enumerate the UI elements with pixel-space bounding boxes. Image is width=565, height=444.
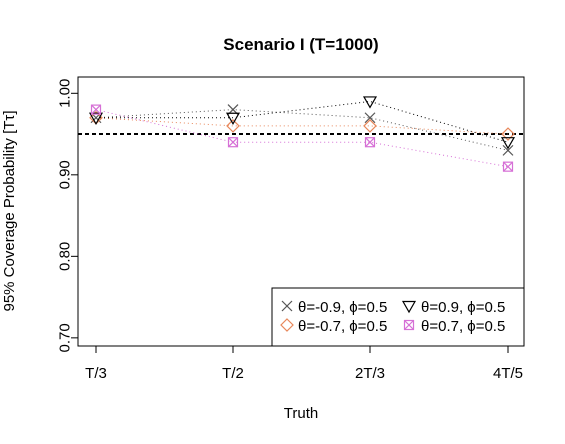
series-4-point — [227, 137, 239, 148]
series-line-4 — [95, 109, 509, 168]
legend-marker — [280, 318, 294, 332]
series-4-point — [502, 161, 514, 172]
chart-title: Scenario I (T=1000) — [223, 35, 378, 54]
legend-label: θ=0.7, ϕ=0.5 — [421, 318, 505, 335]
series-3-point — [362, 96, 378, 109]
series-3-point — [88, 112, 104, 125]
legend-label: θ=-0.7, ϕ=0.5 — [298, 318, 387, 335]
series-3-point — [225, 112, 241, 125]
legend: θ=-0.9, ϕ=0.5 θ=-0.7, ϕ=0.5 θ=0.9, ϕ=0.5 θ=… — [271, 287, 525, 347]
series-4-point — [364, 137, 376, 148]
legend-box — [271, 287, 525, 347]
legend-label: θ=0.9, ϕ=0.5 — [421, 299, 505, 316]
legend-marker — [401, 300, 417, 314]
x-tick-label: T/2 — [222, 365, 244, 382]
series-2-point — [226, 119, 240, 133]
x-tick-label: 4T/5 — [493, 365, 523, 382]
x-axis: T/3 T/2 2T/3 4T/5 — [85, 346, 523, 382]
series-layer — [88, 96, 516, 172]
legend-label: θ=-0.9, ϕ=0.5 — [298, 299, 387, 316]
x-axis-label: Truth — [284, 405, 318, 422]
series-line-2 — [95, 117, 509, 135]
series-1-point — [502, 144, 514, 156]
series-2-point — [363, 119, 377, 133]
series-line-1 — [95, 109, 509, 151]
y-axis-label: 95% Coverage Probability [Tτ] — [1, 110, 18, 311]
series-3-point — [500, 137, 516, 150]
x-tick-label: 2T/3 — [355, 365, 385, 382]
series-4-point — [90, 104, 102, 115]
x-tick-label: T/3 — [85, 365, 107, 382]
y-axis: 0.70 0.80 0.90 1.00 — [57, 79, 78, 352]
series-line-3 — [96, 100, 509, 143]
series-1-point — [364, 112, 376, 124]
y-tick-label: 1.00 — [57, 79, 74, 108]
y-tick-label: 0.70 — [57, 323, 74, 352]
legend-marker — [281, 300, 293, 312]
y-tick-label: 0.80 — [57, 242, 74, 271]
y-tick-label: 0.90 — [57, 160, 74, 189]
series-2-point — [501, 127, 515, 141]
legend-marker — [403, 319, 415, 331]
